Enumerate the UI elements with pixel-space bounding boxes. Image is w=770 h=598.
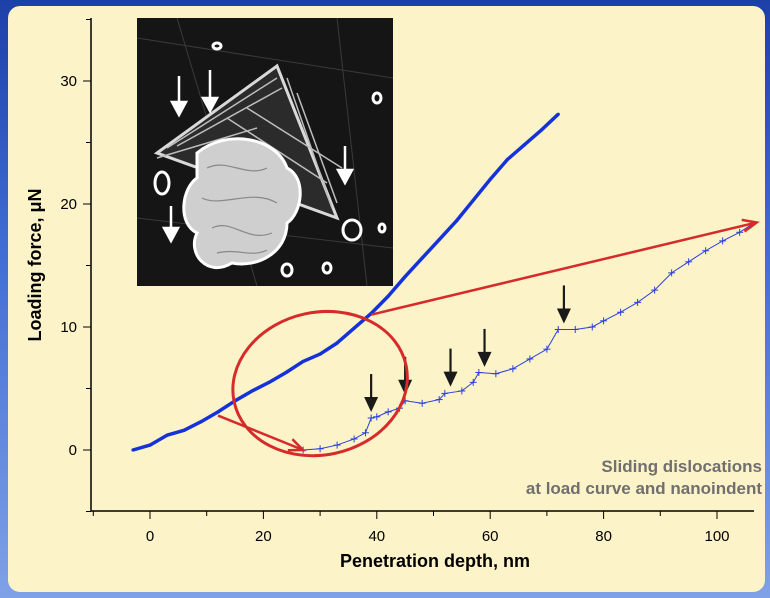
load-curve-point: [403, 274, 407, 279]
indent-curve-point: [588, 323, 596, 331]
indent-curve-point: [475, 369, 483, 377]
load-curve-point: [471, 198, 475, 202]
load-curve-line: [132, 112, 560, 452]
indent-curve-point: [435, 396, 443, 404]
load-curve-point: [250, 389, 254, 393]
load-curve-point: [454, 219, 458, 223]
indent-curve-point: [316, 445, 324, 453]
load-curve-point: [488, 177, 492, 181]
load-curve-point: [284, 370, 288, 375]
indent-curve-point: [509, 365, 517, 373]
load-curve-point: [318, 352, 322, 356]
indent-curve-point: [634, 298, 642, 306]
x-tick-label: 40: [368, 528, 385, 545]
load-curve-point: [131, 448, 135, 452]
zoom-arrow: [370, 218, 760, 316]
indent-curve-point: [526, 355, 534, 363]
y-tick-label: 20: [60, 196, 77, 213]
indent-curve-point: [384, 408, 392, 416]
x-tick-label: 20: [255, 528, 272, 545]
overlay: [217, 218, 760, 458]
load-curve-point: [556, 112, 560, 116]
x-tick-label: 100: [704, 528, 729, 545]
load-curve-point: [182, 428, 186, 432]
load-curve-point: [539, 128, 543, 132]
step-arrow: [477, 328, 492, 367]
x-tick-label: 60: [482, 528, 499, 545]
indent-curve-point: [373, 413, 381, 421]
indent-curve-point: [492, 370, 500, 378]
highlight-ellipse: [231, 309, 409, 458]
indent-curve-point: [702, 247, 710, 255]
load-curve-point: [301, 359, 305, 364]
load-curve-point: [420, 256, 424, 260]
indent-curve-point: [685, 258, 693, 266]
step-arrow: [364, 374, 379, 413]
x-axis-title: Penetration depth, nm: [340, 551, 530, 571]
indent-curve-point: [418, 399, 426, 407]
load-curve-point: [199, 420, 203, 424]
afm-image-inset: [137, 18, 393, 286]
load-curve-point: [386, 294, 390, 298]
load-curve-point: [148, 443, 152, 447]
load-curve-point: [505, 158, 509, 162]
indent-curve-point: [350, 435, 358, 443]
indent-curve-point: [617, 308, 625, 316]
annotation-line-2: at load curve and nanoindent: [526, 479, 762, 498]
indent-curve-point: [441, 389, 449, 397]
x-tick-label: 0: [146, 528, 154, 545]
zoom-arrow: [217, 414, 307, 452]
load-curve-point: [335, 341, 339, 345]
indent-curve-point: [719, 237, 727, 245]
load-curve-point: [352, 326, 356, 330]
indent-curve-point: [361, 429, 369, 437]
load-curve-point: [437, 238, 441, 242]
y-tick-label: 0: [69, 442, 77, 459]
step-arrow: [443, 348, 458, 387]
indent-curve-point: [736, 228, 744, 236]
indent-curve-point: [543, 345, 551, 353]
y-axis-title: Loading force, μN: [25, 188, 45, 341]
indent-curve-point: [458, 387, 466, 395]
plot-area: [131, 112, 755, 454]
indent-curve-point: [554, 325, 562, 333]
indent-curve-point: [469, 378, 477, 386]
indent-curve-point: [668, 269, 676, 277]
indent-curve-point: [651, 286, 659, 294]
load-curve-point: [267, 380, 271, 384]
y-tick-label: 10: [60, 319, 77, 336]
annotation-line-1: Sliding dislocations: [601, 457, 762, 476]
load-curve-point: [165, 433, 169, 437]
indent-curve-point: [333, 441, 341, 449]
x-tick-label: 80: [595, 528, 612, 545]
indent-curve-point: [571, 325, 579, 333]
y-tick-label: 30: [60, 73, 77, 90]
axes: 0 20 40 60 80 100 0 10 20 30: [60, 18, 754, 545]
step-arrow: [556, 285, 571, 324]
load-curve-point: [522, 143, 526, 147]
load-curve-point: [216, 410, 220, 414]
indent-curve-point: [600, 317, 608, 325]
indent-curve-point: [367, 414, 375, 422]
